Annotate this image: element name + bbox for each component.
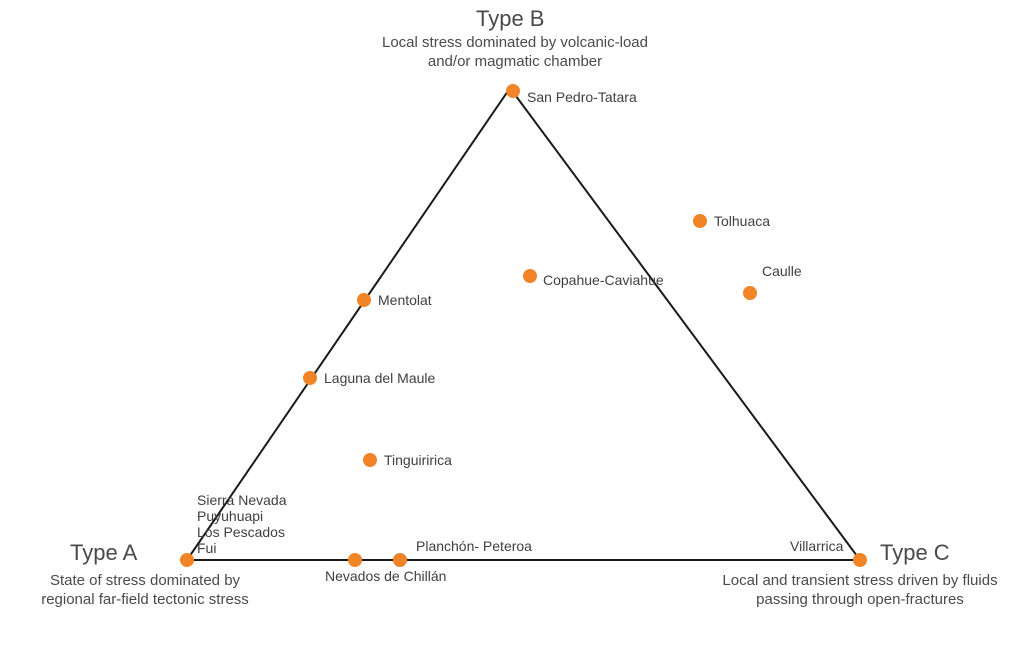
data-point bbox=[743, 286, 757, 300]
vertex-subtitle-c: Local and transient stress driven by flu… bbox=[700, 572, 1020, 610]
data-point bbox=[180, 553, 194, 567]
data-point bbox=[523, 269, 537, 283]
data-point-label: Mentolat bbox=[378, 292, 432, 308]
data-point bbox=[506, 84, 520, 98]
triangle-edge bbox=[187, 88, 510, 560]
vertex-title-c: Type C bbox=[880, 540, 950, 566]
data-point bbox=[393, 553, 407, 567]
data-point-label: Sierra Nevada Puyuhuapi Los Pescados Fui bbox=[197, 492, 287, 556]
data-point-label: Tinguiririca bbox=[384, 452, 452, 468]
ternary-diagram: San Pedro-Tatara Tolhuaca Caulle Copahue-Ca… bbox=[0, 0, 1024, 645]
triangle-edge bbox=[510, 88, 860, 560]
data-point bbox=[357, 293, 371, 307]
data-point-label: Nevados de Chillán bbox=[325, 568, 446, 584]
data-point-label: Planchón- Peteroa bbox=[416, 538, 532, 554]
data-point-label: Villarrica bbox=[790, 538, 843, 554]
vertex-title-a: Type A bbox=[70, 540, 137, 566]
data-point-label: Laguna del Maule bbox=[324, 370, 435, 386]
vertex-title-b: Type B bbox=[476, 6, 544, 32]
data-point bbox=[853, 553, 867, 567]
data-point-label: Tolhuaca bbox=[714, 213, 770, 229]
data-point-label: Copahue-Caviahue bbox=[543, 272, 664, 288]
data-point-label: Caulle bbox=[762, 263, 802, 279]
data-point bbox=[348, 553, 362, 567]
data-point-label: San Pedro-Tatara bbox=[527, 89, 637, 105]
data-point bbox=[363, 453, 377, 467]
vertex-subtitle-a: State of stress dominated by regional fa… bbox=[0, 572, 290, 610]
data-point bbox=[303, 371, 317, 385]
data-point bbox=[693, 214, 707, 228]
vertex-subtitle-b: Local stress dominated by volcanic-load … bbox=[330, 34, 700, 72]
